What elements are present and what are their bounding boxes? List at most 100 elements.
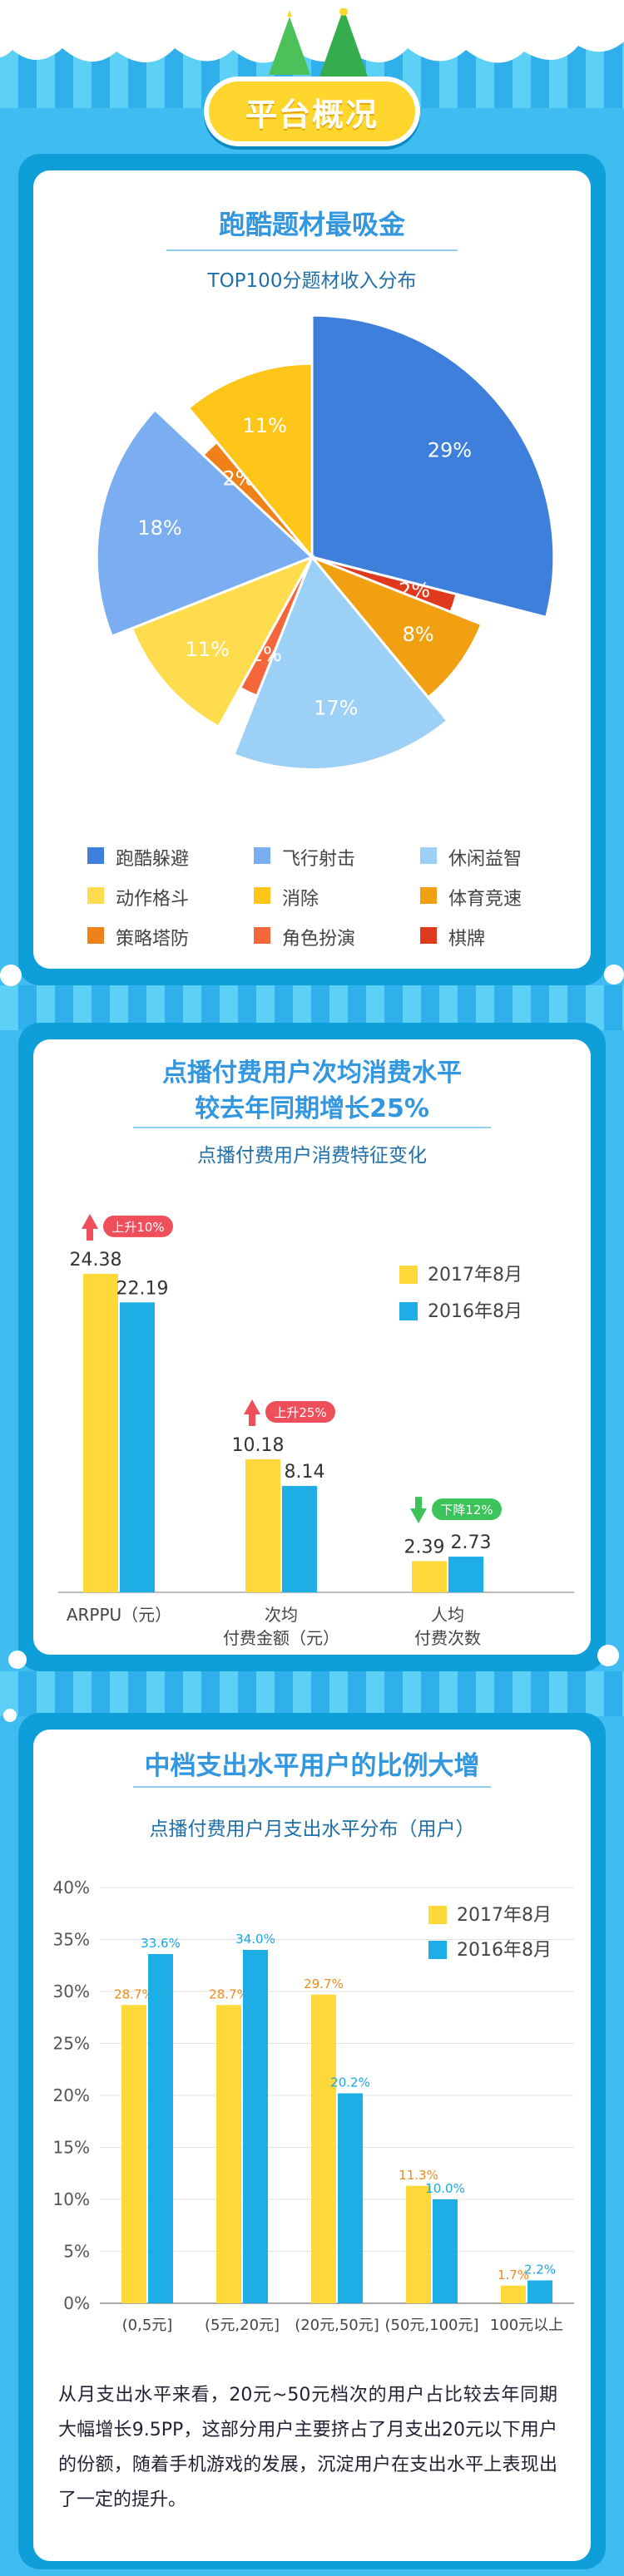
bar-2017年8月-2 <box>412 1561 447 1592</box>
category-label-1: 次均 <box>265 1605 298 1625</box>
y-tick-label: 25% <box>53 2034 90 2054</box>
legend-label-策略塔防: 策略塔防 <box>116 929 190 950</box>
snow-dot <box>8 1651 27 1669</box>
y-tick-label: 0% <box>63 2293 90 2313</box>
bar-2017年8月-1 <box>245 1459 280 1592</box>
legend-swatch-棋牌 <box>420 927 437 944</box>
legend-label-棋牌: 棋牌 <box>448 929 486 950</box>
spending-distribution-bar-chart: 0% 5% 10% 15% 20% 25% 30% 35% 40% 28.7% 33.6% (0,5元… <box>53 1878 574 2334</box>
snow-cap-decoration <box>0 0 624 63</box>
legend-label-2016年8月: 2016年8月 <box>428 1301 522 1322</box>
change-badge <box>265 1401 335 1424</box>
bar-2016年8月-2 <box>448 1557 483 1592</box>
legend-swatch-2016年8月 <box>428 1941 447 1959</box>
section3-heading: 中档支出水平用户的比例大增 <box>144 1751 480 1781</box>
consumption-bar-chart: 24.38 22.19 上升10% ARPPU（元） 10.188.14 上升25% 次均付… <box>58 1213 574 1648</box>
category-label-2: 付费次数 <box>414 1628 481 1648</box>
change-badge-text: 上升25% <box>274 1405 326 1420</box>
section2-heading-line1: 点播付费用户次均消费水平 <box>162 1059 462 1088</box>
bar-value-label: 11.3% <box>399 2168 438 2183</box>
bar-value-label: 8.14 <box>285 1462 325 1483</box>
page-title-badge: 平台概况 <box>204 76 420 146</box>
category-label-0: (0,5元] <box>122 2317 173 2334</box>
page-title: 平台概况 <box>245 96 379 133</box>
snow-dot <box>3 1709 17 1722</box>
up-arrow-icon <box>82 1213 98 1241</box>
pie-slice-飞行射击 <box>95 407 314 639</box>
bar-2016年8月-3 <box>433 2199 458 2303</box>
y-tick-label: 40% <box>53 1878 90 1897</box>
bar-value-label: 2.39 <box>404 1537 445 1557</box>
bar-2017年8月-2 <box>311 1994 336 2303</box>
bar-2017年8月-0 <box>121 2005 146 2303</box>
bar-value-label: 1.7% <box>498 2268 529 2282</box>
pie-slice-跑酷躲避 <box>310 313 556 619</box>
legend-swatch-2017年8月 <box>399 1266 418 1284</box>
bar-2016年8月-0 <box>148 1954 173 2303</box>
y-tick-label: 10% <box>53 2189 90 2209</box>
legend-label-跑酷躲避: 跑酷躲避 <box>116 849 190 870</box>
down-arrow-icon <box>410 1497 427 1524</box>
change-tag-2: 下降12% <box>410 1497 502 1524</box>
pie-slice-动作格斗 <box>130 555 315 729</box>
change-badge-text: 下降12% <box>440 1503 493 1517</box>
bar-value-label: 33.6% <box>141 1936 181 1951</box>
legend-label-角色扮演: 角色扮演 <box>282 929 356 950</box>
legend-swatch-休闲益智 <box>420 847 437 864</box>
legend-label-动作格斗: 动作格斗 <box>116 889 190 910</box>
category-label-2: (20元,50元] <box>295 2317 379 2334</box>
bar-2017年8月-1 <box>216 2005 241 2303</box>
change-tag-1: 上升25% <box>244 1399 335 1427</box>
legend-swatch-角色扮演 <box>254 927 270 944</box>
bar-value-label: 2.2% <box>524 2263 556 2277</box>
bar-value-label: 10.0% <box>425 2181 465 2196</box>
bar-2016年8月-2 <box>338 2093 363 2303</box>
pie-slice-体育竞速 <box>310 555 483 700</box>
change-tag-0: 上升10% <box>82 1213 173 1241</box>
legend-label-2016年8月: 2016年8月 <box>457 1940 552 1961</box>
snow-dot <box>597 1645 619 1666</box>
section1-chart-title: TOP100分题材收入分布 <box>207 270 417 292</box>
bar-2016年8月-4 <box>527 2280 552 2303</box>
snow-dot <box>0 965 22 986</box>
category-label-0: ARPPU（元） <box>67 1605 171 1625</box>
section3-heading-underline <box>133 1786 491 1788</box>
bar-2016年8月-0 <box>120 1302 155 1592</box>
genre-revenue-pie-chart: 29%2%8%17%2%11%18%2%11% <box>95 313 556 771</box>
pie-label-消除: 11% <box>243 414 287 437</box>
up-arrow-icon <box>244 1399 260 1427</box>
section1-heading-underline <box>166 249 458 251</box>
bar-value-label: 34.0% <box>235 1932 275 1947</box>
section2-heading-line2: 较去年同期增长25% <box>195 1094 429 1123</box>
y-tick-label: 15% <box>53 2138 90 2158</box>
bar-2016年8月-1 <box>282 1486 317 1592</box>
section2-chart-title: 点播付费用户消费特征变化 <box>197 1145 427 1167</box>
legend-swatch-飞行射击 <box>254 847 270 864</box>
pie-label-体育竞速: 8% <box>403 623 434 646</box>
change-badge <box>432 1498 502 1521</box>
legend-label-飞行射击: 飞行射击 <box>282 849 356 870</box>
pie-label-动作格斗: 11% <box>186 638 230 661</box>
bar-value-label: 24.38 <box>70 1250 122 1271</box>
category-label-1: (5元,20元] <box>205 2317 280 2334</box>
legend-swatch-策略塔防 <box>87 927 104 944</box>
change-badge-text: 上升10% <box>111 1220 164 1235</box>
pie-slice-消除 <box>186 362 314 561</box>
bar-value-label: 10.18 <box>232 1435 285 1456</box>
section1-heading: 跑酷题材最吸金 <box>218 209 405 240</box>
bar-value-label: 28.7% <box>114 1986 154 2001</box>
legend-label-休闲益智: 休闲益智 <box>448 849 522 870</box>
legend-swatch-2017年8月 <box>428 1906 447 1924</box>
bar-value-label: 22.19 <box>116 1278 169 1299</box>
y-tick-label: 35% <box>53 1930 90 1950</box>
legend-swatch-2016年8月 <box>399 1302 418 1320</box>
legend-swatch-体育竞速 <box>420 887 437 904</box>
category-label-2: 人均 <box>431 1605 464 1625</box>
legend-label-体育竞速: 体育竞速 <box>448 889 522 910</box>
y-tick-label: 30% <box>53 1981 90 2001</box>
bar-value-label: 2.73 <box>451 1532 492 1553</box>
category-label-3: (50元,100元] <box>384 2317 478 2334</box>
bar-2016年8月-1 <box>243 1950 268 2303</box>
christmas-tree-icon <box>269 8 369 79</box>
bar-2017年8月-0 <box>83 1273 118 1592</box>
